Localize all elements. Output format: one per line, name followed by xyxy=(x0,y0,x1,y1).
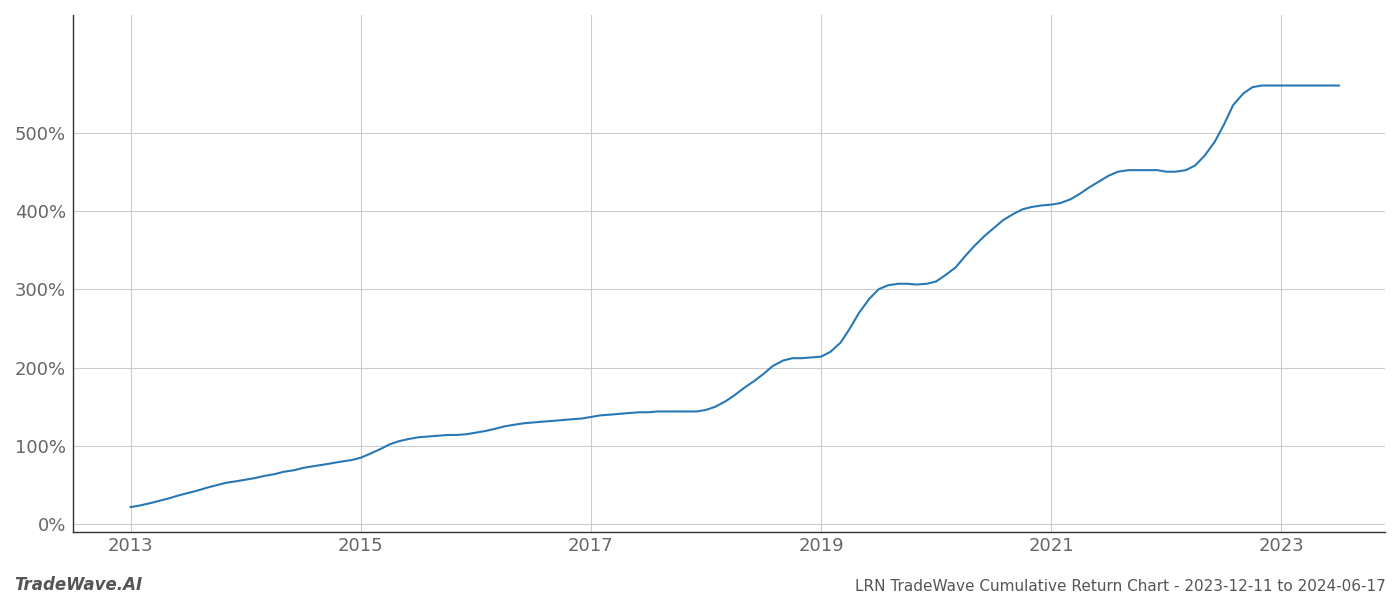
Text: LRN TradeWave Cumulative Return Chart - 2023-12-11 to 2024-06-17: LRN TradeWave Cumulative Return Chart - … xyxy=(855,579,1386,594)
Text: TradeWave.AI: TradeWave.AI xyxy=(14,576,143,594)
